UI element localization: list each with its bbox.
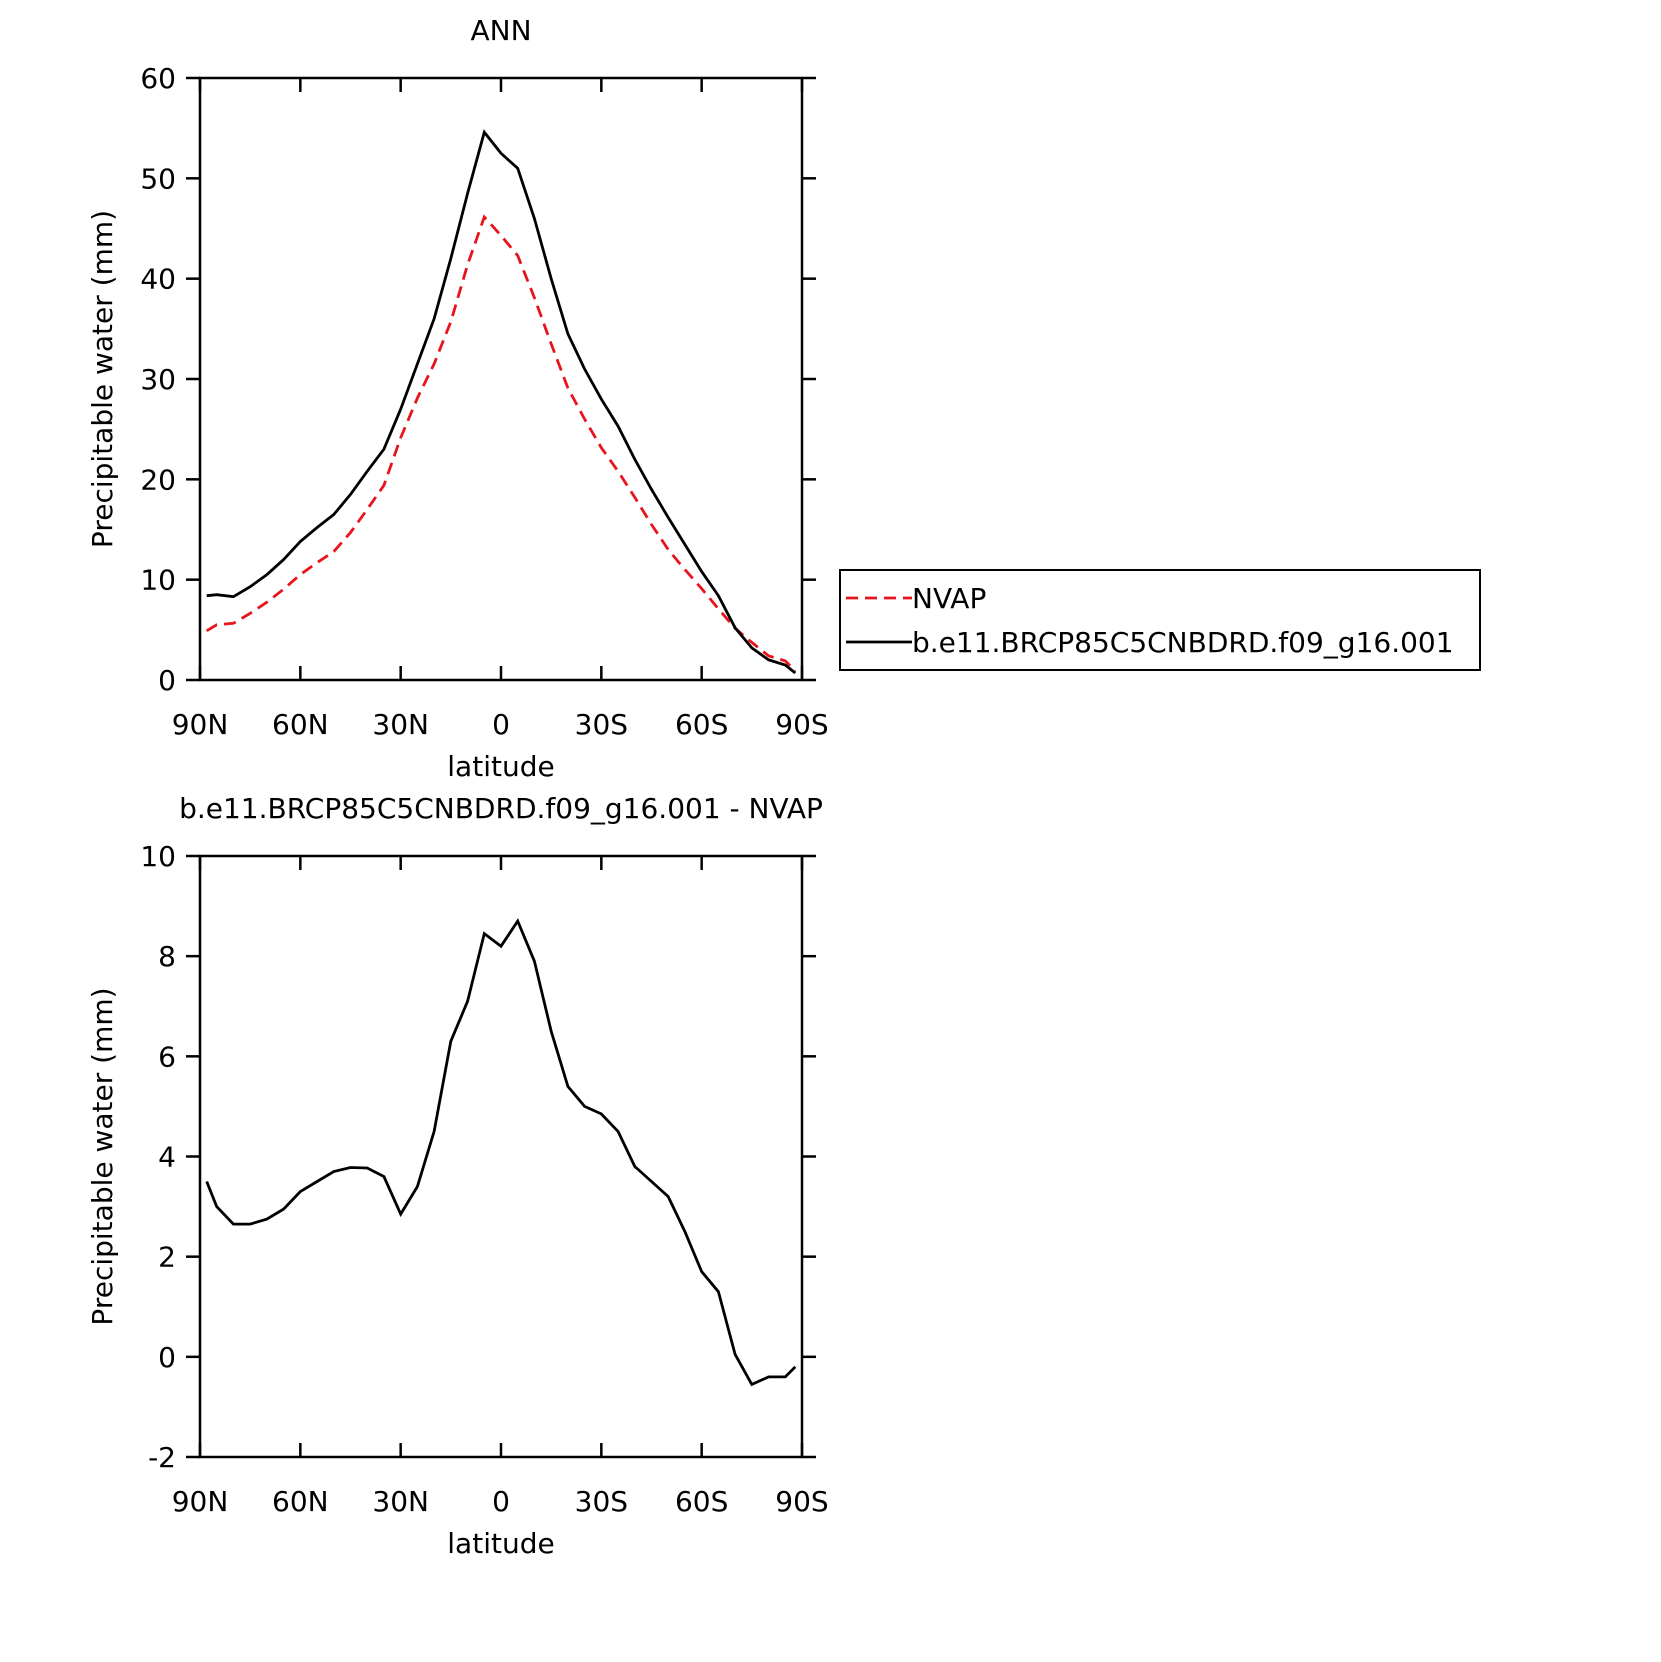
y-tick-label: 0 <box>158 664 176 697</box>
legend-box <box>839 569 1481 671</box>
y-tick-label: 6 <box>158 1040 176 1073</box>
x-tick-label: 90S <box>775 1485 828 1518</box>
y-tick-label: 30 <box>140 363 176 396</box>
y-tick-label: 50 <box>140 162 176 195</box>
y-tick-label: 10 <box>140 840 176 873</box>
y-tick-label: 0 <box>158 1341 176 1374</box>
y-tick-label: 2 <box>158 1241 176 1274</box>
y-tick-label: 60 <box>140 62 176 95</box>
x-tick-label: 90N <box>172 1485 229 1518</box>
y-tick-label: 10 <box>140 564 176 597</box>
x-tick-label: 60N <box>272 708 329 741</box>
x-tick-label: 30N <box>372 708 429 741</box>
chart-title: ANN <box>470 14 531 47</box>
x-tick-label: 30S <box>575 708 628 741</box>
x-tick-label: 0 <box>492 708 510 741</box>
data-line <box>206 129 797 675</box>
x-axis-label: latitude <box>447 750 554 783</box>
y-tick-label: 40 <box>140 263 176 296</box>
data-line <box>205 214 797 672</box>
plot-frame <box>198 76 804 682</box>
plot-frame <box>198 854 804 1459</box>
x-tick-label: 60S <box>675 708 728 741</box>
y-tick-label: 8 <box>158 940 176 973</box>
y-tick-label: 4 <box>158 1141 176 1174</box>
x-tick-label: 90N <box>172 708 229 741</box>
y-axis-label: Precipitable water (mm) <box>86 987 119 1325</box>
data-line <box>205 918 797 1387</box>
x-tick-label: 30S <box>575 1485 628 1518</box>
y-tick-label: -2 <box>148 1441 176 1474</box>
x-axis-label: latitude <box>447 1527 554 1560</box>
x-tick-label: 60S <box>675 1485 728 1518</box>
x-tick-label: 90S <box>775 708 828 741</box>
x-tick-label: 0 <box>492 1485 510 1518</box>
chart-title: b.e11.BRCP85C5CNBDRD.f09_g16.001 - NVAP <box>179 792 823 825</box>
y-tick-label: 20 <box>140 463 176 496</box>
y-axis-label: Precipitable water (mm) <box>86 210 119 548</box>
x-tick-label: 60N <box>272 1485 329 1518</box>
legend-label: NVAP <box>912 582 986 615</box>
legend-label: b.e11.BRCP85C5CNBDRD.f09_g16.001 <box>912 626 1454 659</box>
x-tick-label: 30N <box>372 1485 429 1518</box>
